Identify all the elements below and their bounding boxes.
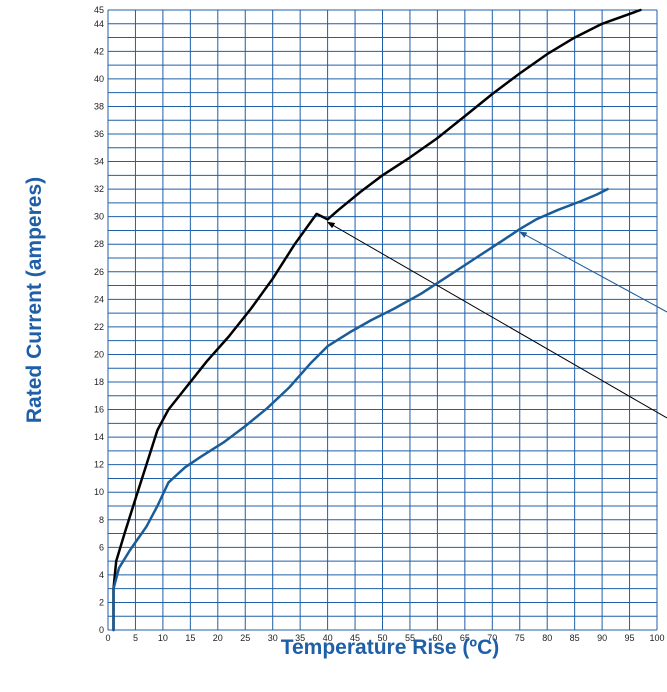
- y-tick-label: 36: [94, 129, 104, 139]
- y-tick-label: 20: [94, 349, 104, 359]
- x-tick-label: 100: [649, 633, 664, 643]
- y-tick-label: 12: [94, 460, 104, 470]
- series-line-2: [112, 187, 609, 632]
- y-tick-label: 16: [94, 405, 104, 415]
- x-tick-label: 65: [460, 633, 470, 643]
- y-tick-label: 22: [94, 322, 104, 332]
- y-tick-label: 38: [94, 101, 104, 111]
- annotation-arrows: [326, 221, 667, 419]
- annotation-arrow-2: [518, 231, 667, 313]
- x-tick-label: 35: [295, 633, 305, 643]
- x-tick-label: 85: [570, 633, 580, 643]
- y-tick-label: 26: [94, 267, 104, 277]
- y-tick-label: 44: [94, 19, 104, 29]
- y-tick-label: 4: [99, 570, 104, 580]
- y-tick-label: 10: [94, 487, 104, 497]
- series-line-1: [112, 8, 642, 632]
- y-tick-label: 42: [94, 46, 104, 56]
- y-tick-label: 14: [94, 432, 104, 442]
- x-tick-label: 60: [432, 633, 442, 643]
- y-tick-label: 34: [94, 157, 104, 167]
- y-tick-label: 40: [94, 74, 104, 84]
- y-tick-label: 2: [99, 597, 104, 607]
- y-tick-label: 0: [99, 625, 104, 635]
- y-tick-labels: 0246810121416182022242628303234363840424…: [94, 5, 104, 635]
- y-tick-label: 32: [94, 184, 104, 194]
- y-axis-title: Rated Current (amperes): [23, 177, 46, 423]
- y-tick-label: 45: [94, 5, 104, 15]
- x-tick-label: 5: [133, 633, 138, 643]
- x-tick-label: 15: [185, 633, 195, 643]
- x-tick-label: 55: [405, 633, 415, 643]
- y-tick-label: 30: [94, 212, 104, 222]
- x-tick-label: 10: [158, 633, 168, 643]
- y-tick-label: 28: [94, 239, 104, 249]
- x-tick-labels: 0 5 10 15 20 25 30 35 40 45 50 55 60 65 70 75 80 85 90 95 10…: [105, 633, 664, 643]
- x-tick-label: 75: [515, 633, 525, 643]
- x-tick-label: 50: [377, 633, 387, 643]
- x-tick-label: 0: [105, 633, 110, 643]
- y-tick-label: 18: [94, 377, 104, 387]
- y-tick-label: 8: [99, 515, 104, 525]
- y-tick-label: 24: [94, 294, 104, 304]
- x-tick-label: 30: [268, 633, 278, 643]
- x-tick-label: 40: [323, 633, 333, 643]
- x-tick-label: 25: [240, 633, 250, 643]
- x-tick-label: 95: [625, 633, 635, 643]
- chart-series: [112, 8, 642, 632]
- x-tick-label: 70: [487, 633, 497, 643]
- x-tick-label: 80: [542, 633, 552, 643]
- chart-grid: [107, 9, 658, 631]
- x-tick-label: 20: [213, 633, 223, 643]
- y-tick-label: 6: [99, 542, 104, 552]
- x-tick-label: 90: [597, 633, 607, 643]
- x-tick-label: 45: [350, 633, 360, 643]
- x-axis-title: Temperature Rise (ºC): [281, 636, 500, 659]
- annotation-arrow-1: [326, 221, 667, 419]
